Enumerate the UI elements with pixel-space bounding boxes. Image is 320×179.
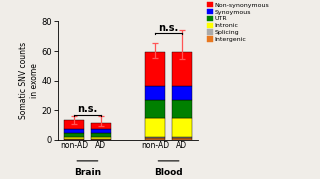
- Legend: Non-synonymous, Synoymous, UTR, Intronic, Splicing, Intergenic: Non-synonymous, Synoymous, UTR, Intronic…: [206, 1, 270, 43]
- Bar: [145, 100, 165, 118]
- Bar: [172, 86, 192, 100]
- Text: n.s.: n.s.: [77, 104, 98, 114]
- Bar: [145, 86, 165, 100]
- Text: Brain: Brain: [74, 168, 101, 177]
- Bar: [172, 118, 192, 137]
- Bar: [91, 123, 111, 129]
- Bar: [145, 138, 165, 140]
- Bar: [64, 129, 84, 133]
- Bar: [64, 120, 84, 129]
- Bar: [172, 138, 192, 140]
- Bar: [172, 100, 192, 118]
- Bar: [145, 137, 165, 138]
- Bar: [91, 139, 111, 140]
- Bar: [145, 52, 165, 86]
- Bar: [91, 137, 111, 139]
- Bar: [91, 133, 111, 137]
- Bar: [172, 137, 192, 138]
- Bar: [64, 139, 84, 140]
- Bar: [64, 133, 84, 137]
- Bar: [145, 118, 165, 137]
- Text: Blood: Blood: [154, 168, 183, 177]
- Text: n.s.: n.s.: [158, 23, 179, 33]
- Bar: [91, 129, 111, 133]
- Bar: [172, 52, 192, 86]
- Bar: [64, 137, 84, 139]
- Y-axis label: Somatic SNV counts
in exome: Somatic SNV counts in exome: [19, 42, 39, 119]
